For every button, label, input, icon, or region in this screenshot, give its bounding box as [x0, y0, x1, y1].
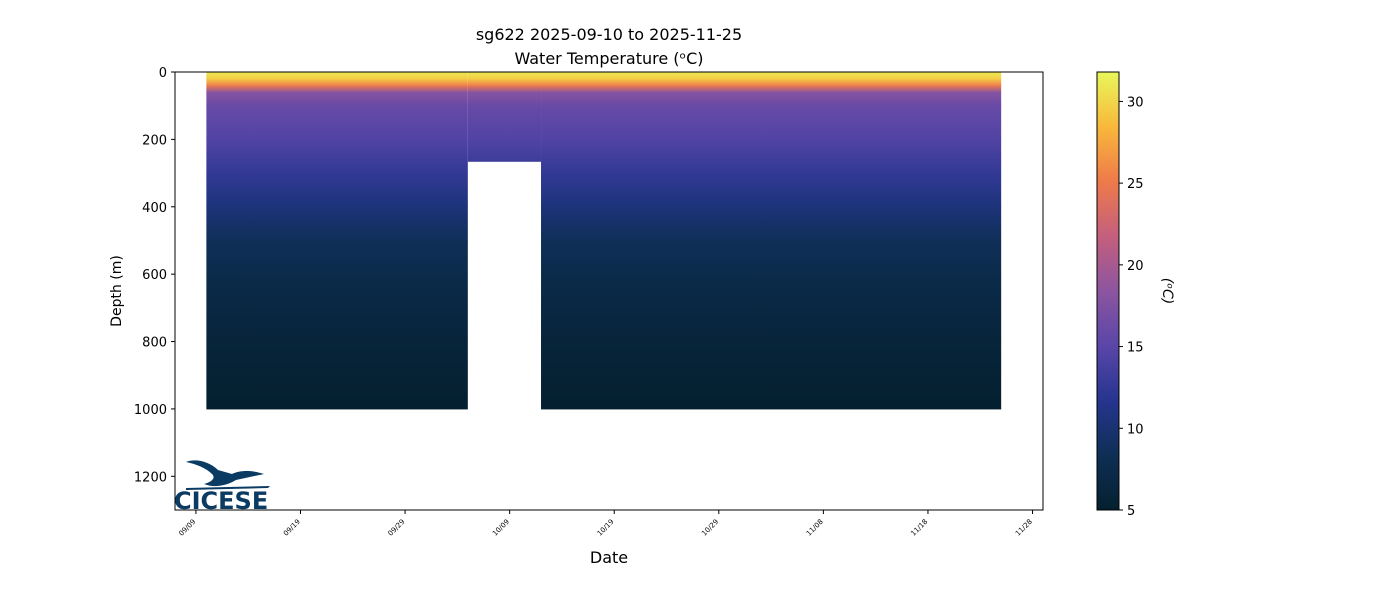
section-cell — [541, 92, 1002, 107]
colorbar-tick-label: 10 — [1127, 422, 1144, 437]
x-tick-label: 09/09 — [177, 518, 197, 538]
x-axis-label: Date — [590, 548, 628, 567]
x-tick-label: 09/19 — [282, 518, 302, 538]
section-cell — [541, 240, 1002, 275]
section-cell — [206, 274, 468, 343]
section-cell — [541, 341, 1002, 410]
plot-frame — [174, 71, 1044, 511]
x-tick-label: 11/08 — [805, 518, 825, 538]
section-cell — [541, 274, 1002, 343]
section-cell — [541, 206, 1002, 241]
section-cell — [206, 139, 468, 174]
section-cell — [541, 139, 1002, 174]
colorbar-tick-label: 20 — [1127, 259, 1144, 274]
section-cell — [467, 139, 542, 162]
section-cell — [206, 173, 468, 208]
section-cell — [206, 240, 468, 275]
section-cell — [206, 72, 468, 80]
colorbar-tick-label: 25 — [1127, 177, 1144, 192]
plot-area — [206, 72, 1002, 410]
x-tick-label: 10/09 — [491, 518, 511, 538]
section-cell — [541, 72, 1002, 80]
section-cell — [206, 92, 468, 107]
logo: CICESE — [174, 460, 270, 515]
chart-subtitle: Water Temperature (ᵒC) — [514, 49, 703, 68]
chart-title: sg622 2025-09-10 to 2025-11-25 — [476, 25, 742, 44]
colorbar-tick-label: 30 — [1127, 95, 1144, 110]
y-tick-label: 400 — [142, 201, 167, 216]
y-tick-label: 200 — [142, 133, 167, 148]
x-tick-label: 11/18 — [909, 518, 929, 538]
logo-bird — [186, 460, 264, 487]
section-cell — [206, 78, 468, 86]
y-tick-label: 0 — [159, 66, 167, 81]
section-cell — [541, 85, 1002, 93]
x-tick-label: 10/29 — [700, 518, 720, 538]
y-tick-label: 1000 — [134, 403, 167, 418]
x-tick-label: 11/28 — [1014, 518, 1034, 538]
y-axis-label: Depth (m) — [109, 255, 125, 327]
colorbar-tick-label: 15 — [1127, 341, 1144, 356]
x-tick-label: 09/29 — [387, 518, 407, 538]
section-cell — [467, 78, 542, 86]
y-tick-label: 600 — [142, 268, 167, 283]
section-cell — [467, 105, 542, 140]
colorbar-label: (ᵒC) — [1159, 278, 1175, 305]
section-cell — [206, 85, 468, 93]
section-cell — [467, 92, 542, 107]
colorbar-tick-label: 5 — [1127, 504, 1135, 519]
section-cell — [467, 85, 542, 93]
section-cell — [206, 341, 468, 410]
x-tick-label: 10/19 — [596, 518, 616, 538]
section-cell — [541, 78, 1002, 86]
y-tick-label: 800 — [142, 336, 167, 351]
logo-text: CICESE — [174, 487, 268, 515]
section-cell — [541, 105, 1002, 140]
section-cell — [206, 105, 468, 140]
logo-line — [186, 486, 270, 490]
section-cell — [206, 206, 468, 241]
section-cell — [541, 173, 1002, 208]
section-cell — [467, 72, 542, 80]
y-tick-label: 1200 — [134, 470, 167, 485]
colorbar — [1096, 71, 1120, 511]
